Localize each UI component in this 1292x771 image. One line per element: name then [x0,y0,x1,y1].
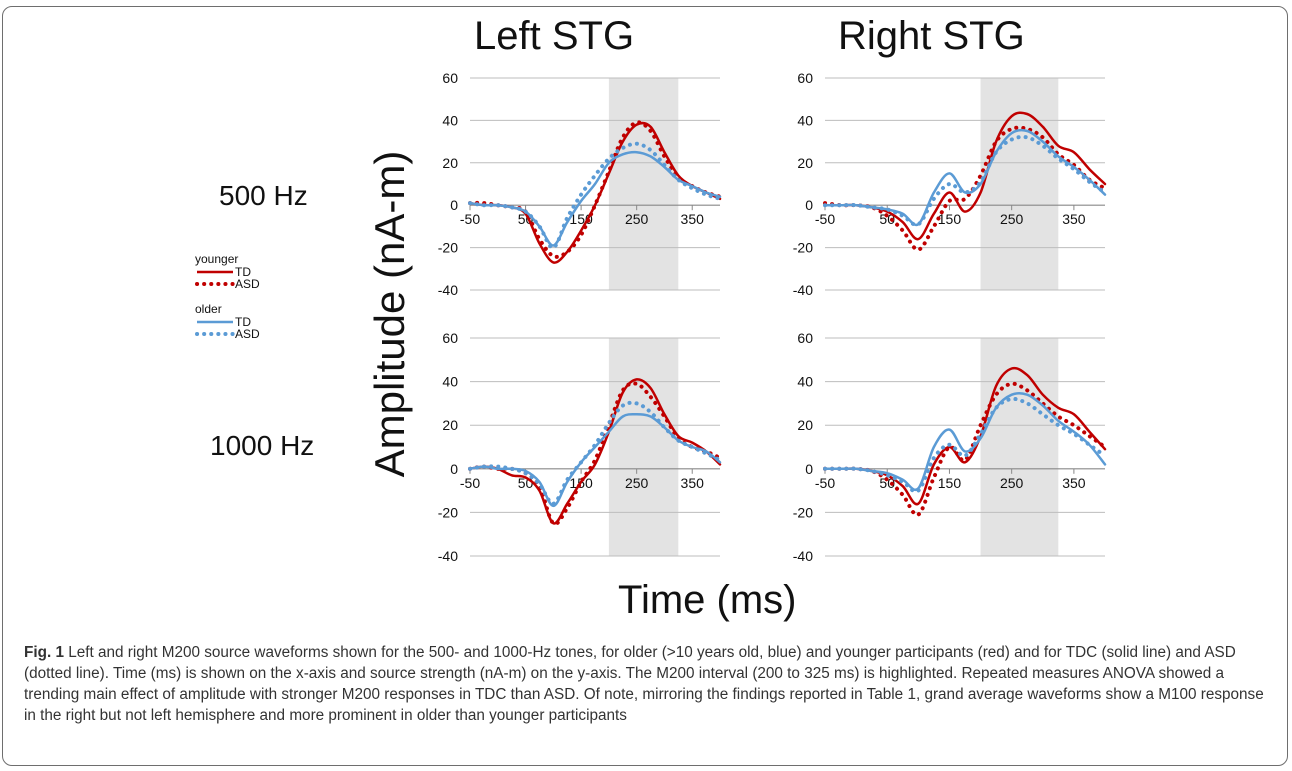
y-tick-label: 20 [797,417,813,433]
y-tick-label: 60 [442,70,458,86]
legend-group-title: older [195,302,222,316]
row-label-1000hz: 1000 Hz [210,430,315,461]
y-tick-label: 60 [797,330,813,346]
y-tick-label: -40 [438,282,458,298]
m200-highlight-band [608,78,679,290]
column-title-left: Left STG [474,14,635,58]
y-tick-label: 60 [442,330,458,346]
x-tick-label: -50 [460,475,480,491]
x-tick-label: 250 [1000,211,1024,227]
y-tick-label: 40 [797,374,813,390]
x-tick-label: 250 [625,211,649,227]
y-tick-label: -40 [793,548,813,564]
x-tick-label: 350 [681,475,705,491]
legend-group-title: younger [195,252,239,266]
x-tick-label: 150 [569,211,593,227]
y-tick-label: 20 [442,155,458,171]
y-tick-label: -40 [793,282,813,298]
figure-caption: Fig. 1 Left and right M200 source wavefo… [24,642,1264,726]
series-line-younger-td [468,121,722,264]
y-tick-label: -20 [793,504,813,520]
legend-entry: ASD [195,277,260,291]
legend-entry-label: ASD [235,327,260,341]
legend-entry-label: TD [235,265,251,279]
series-line-younger-asd [468,120,722,259]
y-tick-label: 20 [442,417,458,433]
panel-right-500hz: -40 -20 0 20 40 60 -50 50 150 250 350 [793,70,1107,298]
series-line-older-asd [468,141,722,250]
column-title-right: Right STG [838,14,1025,58]
x-tick-label: 350 [1062,211,1086,227]
legend-group-younger: younger TD ASD [195,252,260,291]
x-tick-label: 150 [938,475,962,491]
y-tick-label: 60 [797,70,813,86]
series-line-younger-asd [823,381,1107,517]
y-tick-label: 40 [442,374,458,390]
y-axis-label: Amplitude (nA-m) [366,150,413,478]
y-tick-label: 40 [797,112,813,128]
legend-swatch [195,332,235,336]
x-tick-label: 350 [681,211,705,227]
y-tick-label: -20 [438,504,458,520]
series-line-older-asd [823,396,1107,494]
y-tick-label: -20 [793,240,813,256]
x-tick-label: -50 [460,211,480,227]
caption-text: Left and right M200 source waveforms sho… [24,644,1264,724]
legend-swatch [197,270,233,274]
series-line-older-td [468,150,722,247]
legend-entry-label: TD [235,315,251,329]
y-tick-label: -40 [438,548,458,564]
y-tick-label: 0 [805,461,813,477]
legend-swatch [195,282,235,286]
m200-highlight-band [608,338,679,556]
row-label-500hz: 500 Hz [219,180,308,211]
legend-group-older: older TD ASD [195,302,260,341]
legend: younger TD ASD older TD ASD [195,252,260,341]
x-tick-label: -50 [815,475,835,491]
y-tick-label: 0 [450,461,458,477]
y-tick-label: 0 [805,197,813,213]
m200-highlight-band [980,78,1059,290]
y-tick-label: 20 [797,155,813,171]
x-axis-label: Time (ms) [618,578,797,622]
series-line-younger-asd [468,381,722,526]
series-line-older-asd [468,400,722,506]
x-tick-label: 250 [625,475,649,491]
x-tick-label: 50 [879,211,895,227]
series-line-younger-asd [823,125,1107,252]
y-tick-label: 0 [450,197,458,213]
x-tick-label: 250 [1000,475,1024,491]
x-tick-label: -50 [815,211,835,227]
figure-frame [2,6,1288,766]
m200-highlight-band [980,338,1059,556]
series-line-older-td [823,128,1107,227]
legend-entry: TD [195,265,260,279]
caption-label: Fig. 1 [24,644,64,661]
y-tick-label: 40 [442,112,458,128]
legend-entry: ASD [195,327,260,341]
x-tick-label: 150 [938,211,962,227]
x-tick-label: 350 [1062,475,1086,491]
series-line-younger-td [468,378,722,525]
legend-entry-label: ASD [235,277,260,291]
series-line-older-td [823,391,1107,491]
legend-entry: TD [195,315,260,329]
y-tick-label: -20 [438,240,458,256]
legend-swatch [197,320,233,324]
